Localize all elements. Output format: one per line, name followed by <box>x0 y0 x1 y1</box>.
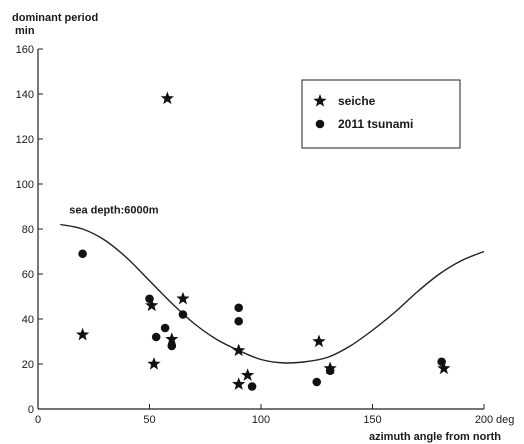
tsunami-point <box>247 382 257 391</box>
y-tick-label: 120 <box>16 134 34 146</box>
tsunami-point <box>151 332 161 342</box>
seiche-point <box>437 361 451 375</box>
x-tick-label: 0 <box>35 414 41 426</box>
y-tick-label: 160 <box>16 44 34 56</box>
tsunami-point <box>312 377 322 387</box>
tsunami-point <box>78 249 87 259</box>
seiche-point <box>75 327 90 341</box>
tsunami-point <box>178 310 188 319</box>
tsunami-point <box>234 303 243 313</box>
tsunami-point <box>437 357 446 367</box>
seiche-point <box>145 298 159 312</box>
x-tick-label: 200 <box>475 414 493 426</box>
axes: 0 20 40 60 80 100 120 140 160 0 50 100 150 200 deg <box>16 44 515 426</box>
seiche-point <box>312 334 326 348</box>
legend: seiche 2011 tsunami <box>301 79 461 149</box>
tsunami-point <box>325 366 335 376</box>
x-axis-unit: deg <box>496 414 514 426</box>
y-tick-label: 100 <box>16 179 34 191</box>
x-tick-label: 50 <box>143 414 155 426</box>
seiche-point <box>176 291 190 305</box>
y-tick-label: 20 <box>22 359 34 371</box>
y-axis-unit: min <box>15 25 35 37</box>
seiche-point <box>232 377 246 390</box>
x-tick-label: 150 <box>363 414 381 426</box>
y-tick-label: 0 <box>28 404 34 416</box>
seiche-point <box>240 368 255 381</box>
y-tick-label: 60 <box>22 269 34 281</box>
y-tick-label: 140 <box>16 89 34 101</box>
seiche-point <box>232 343 246 357</box>
seiche-point <box>160 91 174 105</box>
tsunami-point <box>160 323 170 333</box>
tsunami-point <box>145 294 154 304</box>
x-axis-title: azimuth angle from north <box>369 431 501 443</box>
curve-annotation: sea depth:6000m <box>69 204 158 216</box>
y-tick-label: 80 <box>22 224 34 236</box>
tsunami-point <box>234 316 243 326</box>
x-tick-label: 100 <box>252 414 270 426</box>
y-tick-label: 40 <box>22 314 34 326</box>
tsunami-point <box>167 341 177 351</box>
data-marks <box>75 91 451 391</box>
sea-depth-curve <box>60 223 485 364</box>
legend-label-tsunami: 2011 tsunami <box>338 117 413 131</box>
legend-star-icon <box>313 94 327 107</box>
legend-label-seiche: seiche <box>338 94 376 108</box>
curve-layer: sea depth:6000m <box>60 204 485 364</box>
legend-circle-icon <box>315 119 325 129</box>
y-axis-title: dominant period <box>12 12 98 24</box>
seiche-point <box>165 332 179 345</box>
legend-box <box>301 79 461 149</box>
seiche-point <box>147 357 161 370</box>
